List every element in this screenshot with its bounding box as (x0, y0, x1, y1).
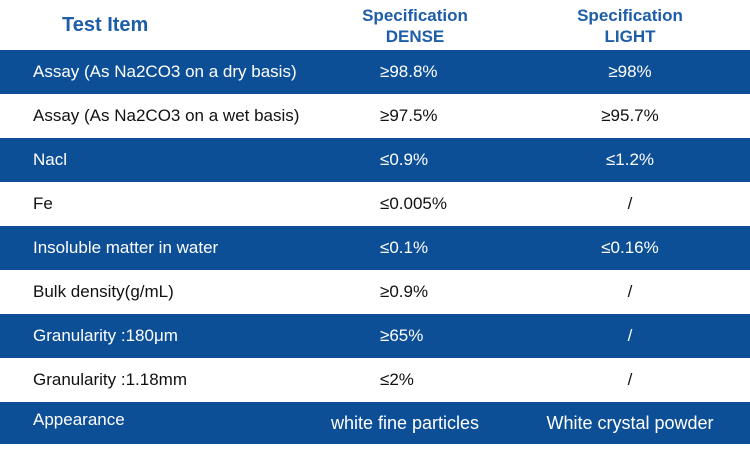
row-item: Nacl (33, 150, 68, 169)
row-dense-value: ≥98.8% (380, 62, 438, 81)
header-spec-dense-line1: Specification (362, 6, 468, 25)
row-item: Fe (33, 194, 53, 213)
row-item: Assay (As Na2CO3 on a dry basis) (33, 62, 297, 81)
row-dense-value: ≥65% (380, 326, 424, 345)
table-row: Nacl ≤0.9% ≤1.2% (0, 138, 750, 182)
row-dense-value: ≤0.9% (380, 150, 429, 169)
spec-table-body: Assay (As Na2CO3 on a dry basis) ≥98.8% … (0, 50, 750, 444)
header-spec-light-line1: Specification (577, 6, 683, 25)
row-dense-value: ≥97.5% (380, 106, 438, 125)
row-dense-value: ≤0.005% (380, 194, 447, 213)
row-light-value: White crystal powder (546, 412, 714, 433)
table-row: Granularity :180μm ≥65% / (0, 314, 750, 358)
table-header: Test Item Specification DENSE Specificat… (0, 0, 750, 50)
row-dense-value: ≥0.9% (380, 282, 429, 301)
row-item: Appearance (33, 410, 125, 429)
table-row: Fe ≤0.005% / (0, 182, 750, 226)
header-spec-light: Specification LIGHT (535, 5, 725, 55)
row-dense-value: ≤2% (380, 370, 414, 389)
table-row: Appearance white fine particles White cr… (0, 402, 750, 444)
row-item: Insoluble matter in water (33, 238, 219, 257)
row-light-value: / (627, 326, 633, 345)
row-light-value: / (627, 194, 633, 213)
row-light-value: ≥98% (608, 62, 652, 81)
row-dense-value: ≤0.1% (380, 238, 429, 257)
row-light-value: / (627, 282, 633, 301)
row-light-value: / (627, 370, 633, 389)
row-item: Granularity :1.18mm (33, 370, 187, 389)
row-item: Assay (As Na2CO3 on a wet basis) (33, 106, 300, 125)
table-row: Insoluble matter in water ≤0.1% ≤0.16% (0, 226, 750, 270)
header-spec-light-line2: LIGHT (604, 27, 656, 46)
header-spec-dense-line2: DENSE (385, 27, 445, 46)
table-row: Bulk density(g/mL) ≥0.9% / (0, 270, 750, 314)
header-test-item: Test Item (62, 14, 149, 36)
row-light-value: ≤0.16% (601, 238, 659, 257)
row-item: Granularity :180μm (33, 326, 178, 345)
table-row: Assay (As Na2CO3 on a wet basis) ≥97.5% … (0, 94, 750, 138)
header-spec-dense: Specification DENSE (335, 5, 495, 55)
row-light-value: ≤1.2% (605, 150, 655, 169)
row-dense-value: white fine particles (330, 412, 480, 433)
row-item: Bulk density(g/mL) (33, 282, 174, 301)
row-light-value: ≥95.7% (601, 106, 659, 125)
table-row: Assay (As Na2CO3 on a dry basis) ≥98.8% … (0, 50, 750, 94)
table-row: Granularity :1.18mm ≤2% / (0, 358, 750, 402)
